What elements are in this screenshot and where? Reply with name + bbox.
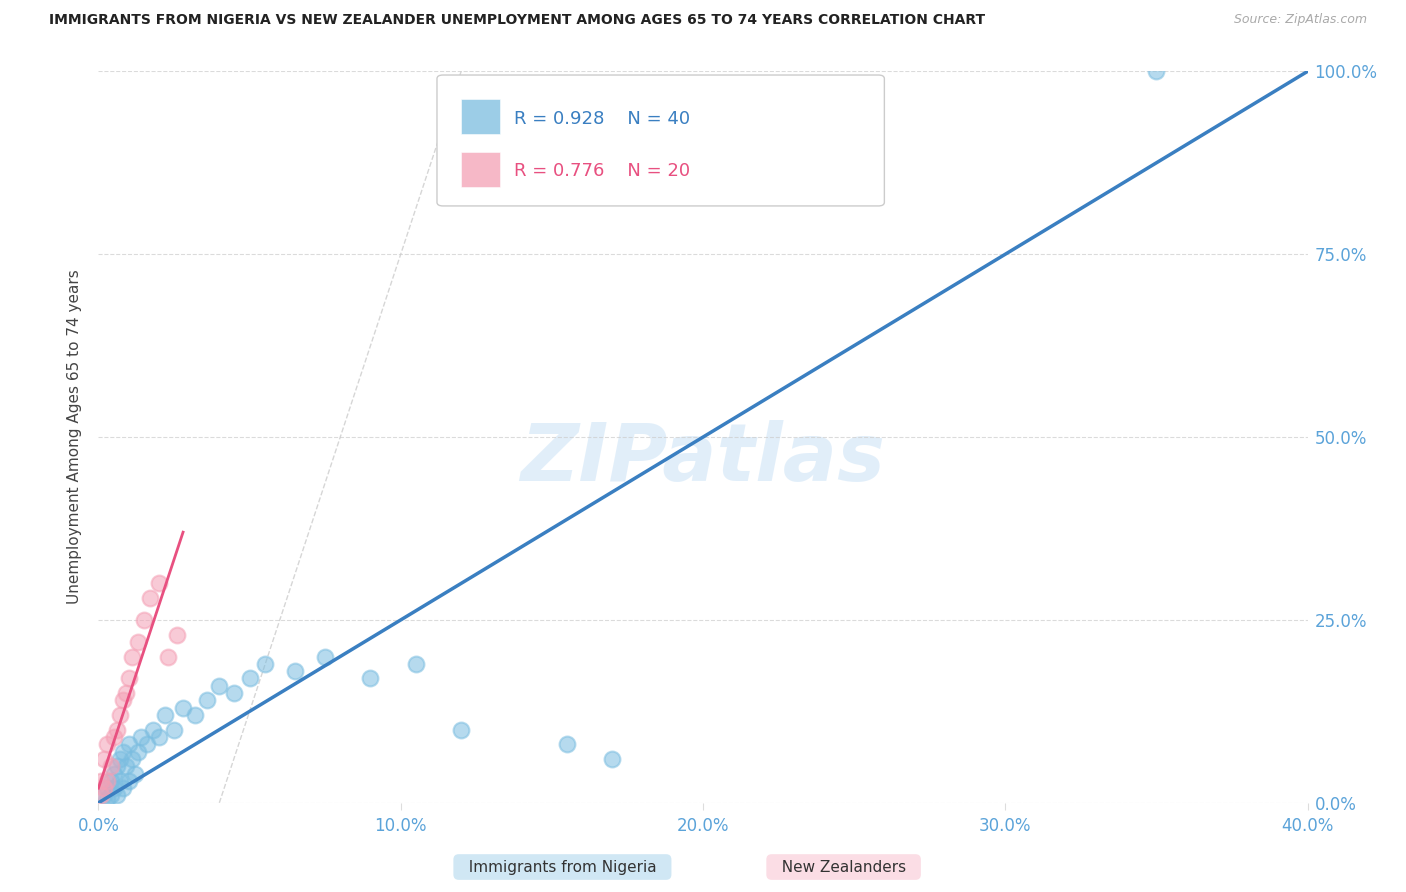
Text: R = 0.928    N = 40: R = 0.928 N = 40 [515,110,690,128]
Point [129,730,152,744]
Point [153,708,176,723]
Point [555,737,578,751]
Point [105,759,128,773]
Text: Immigrants from Nigeria: Immigrants from Nigeria [458,860,666,874]
Point [100,789,122,803]
Point [121,752,143,766]
Point [224,686,246,700]
Point [184,708,207,723]
Text: New Zealanders: New Zealanders [772,860,915,874]
Point [108,752,131,766]
Point [166,627,188,641]
Point [195,693,218,707]
Point [135,737,157,751]
Text: Source: ZipAtlas.com: Source: ZipAtlas.com [1233,13,1367,27]
FancyBboxPatch shape [437,75,884,206]
Y-axis label: Unemployment Among Ages 65 to 74 years: Unemployment Among Ages 65 to 74 years [67,269,83,605]
Point [148,730,170,744]
Point [96,792,118,806]
Text: ZIPatlas: ZIPatlas [520,420,886,498]
Point [127,635,149,649]
Text: IMMIGRANTS FROM NIGERIA VS NEW ZEALANDER UNEMPLOYMENT AMONG AGES 65 TO 74 YEARS : IMMIGRANTS FROM NIGERIA VS NEW ZEALANDER… [49,13,986,28]
Point [284,664,307,678]
Point [156,649,179,664]
Point [114,686,136,700]
Point [111,693,134,707]
Point [93,781,115,796]
Point [100,773,122,788]
Point [405,657,427,671]
Point [208,679,231,693]
Point [142,723,165,737]
Point [114,759,136,773]
Point [118,672,141,686]
Point [139,591,162,605]
Point [118,737,141,751]
Point [239,672,262,686]
Point [108,773,131,788]
Point [103,781,125,796]
Point [103,730,125,744]
Bar [461,99,501,135]
Point [121,649,143,664]
Point [93,789,115,803]
Point [105,789,128,803]
Point [96,773,118,788]
Point [105,723,128,737]
Point [602,752,624,766]
Point [127,745,149,759]
Point [100,759,122,773]
Point [148,576,170,591]
Point [163,723,186,737]
Text: R = 0.776    N = 20: R = 0.776 N = 20 [515,162,690,180]
Bar [461,152,501,187]
Point [93,752,115,766]
Point [96,737,118,751]
Point [103,766,125,780]
Point [132,613,155,627]
Point [172,700,194,714]
Point [253,657,276,671]
Point [1144,64,1167,78]
Point [124,766,146,780]
Point [111,781,134,796]
Point [108,708,131,723]
Point [360,672,382,686]
Point [450,723,472,737]
Point [90,789,112,803]
Point [96,781,118,796]
Point [111,745,134,759]
Point [314,649,336,664]
Point [90,773,112,788]
Point [118,773,141,788]
